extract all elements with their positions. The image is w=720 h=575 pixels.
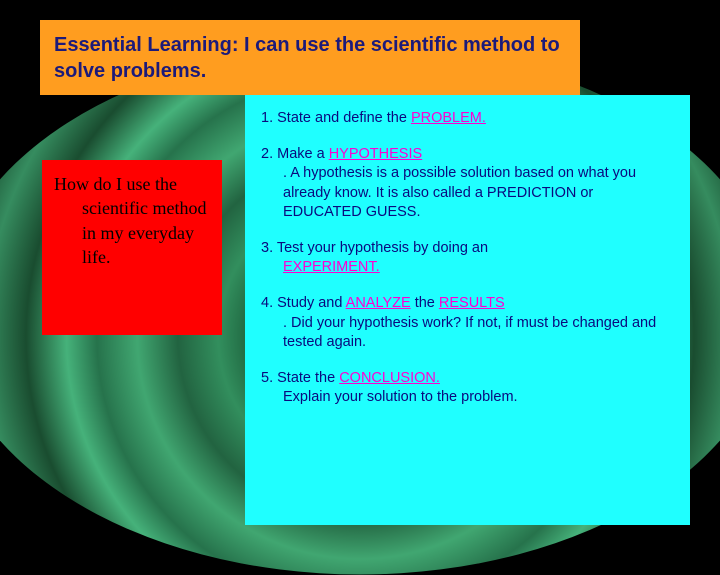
question-text: How do I use the scientific method in my…: [54, 172, 210, 269]
step-3-lead: 3. Test your hypothesis by doing an: [261, 240, 488, 256]
title-bar: Essential Learning: I can use the scient…: [40, 20, 580, 95]
step-4: 4. Study and ANALYZE the RESULTS . Did yo…: [261, 294, 674, 353]
title-text: Essential Learning: I can use the scient…: [54, 32, 566, 84]
step-5-keyword: CONCLUSION.: [339, 370, 440, 386]
step-4-keyword-2: RESULTS: [439, 295, 505, 311]
step-4-body: . Did your hypothesis work? If not, if m…: [261, 314, 674, 353]
question-box: How do I use the scientific method in my…: [42, 160, 222, 335]
step-4-keyword-1: ANALYZE: [346, 295, 411, 311]
step-1-lead: 1. State and define the: [261, 110, 411, 126]
steps-box: 1. State and define the PROBLEM. 2. Make…: [245, 95, 690, 525]
step-1: 1. State and define the PROBLEM.: [261, 109, 674, 129]
step-5-body: Explain your solution to the problem.: [261, 388, 674, 408]
step-5-lead: 5. State the: [261, 370, 339, 386]
step-3-keyword: EXPERIMENT.: [283, 259, 380, 275]
step-2-lead: 2. Make a: [261, 146, 329, 162]
step-4-lead: 4. Study and: [261, 295, 346, 311]
step-2-keyword: HYPOTHESIS: [329, 146, 422, 162]
step-2-body: . A hypothesis is a possible solution ba…: [261, 164, 674, 223]
step-2: 2. Make a HYPOTHESIS . A hypothesis is a …: [261, 145, 674, 223]
step-5: 5. State the CONCLUSION. Explain your so…: [261, 369, 674, 408]
step-1-keyword: PROBLEM.: [411, 110, 486, 126]
step-3: 3. Test your hypothesis by doing an EXPE…: [261, 239, 674, 278]
step-4-mid: the: [411, 295, 439, 311]
